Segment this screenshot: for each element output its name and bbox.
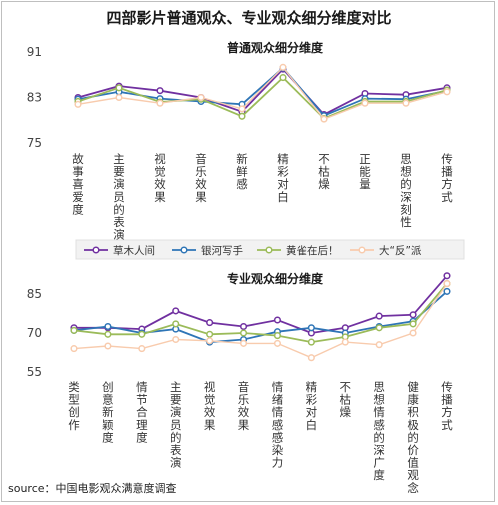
data-point [156, 99, 164, 107]
chart-title: 普通观众细分维度 [227, 40, 324, 55]
legend-swatch-marker [180, 246, 188, 254]
series-line [73, 283, 448, 359]
x-category-label: 思想的深刻性 [400, 152, 412, 229]
data-point [172, 307, 180, 315]
series-line [73, 290, 448, 344]
x-category-label: 主要演员的表演 [170, 380, 182, 470]
x-category-label: 传播方式 [441, 152, 453, 204]
page-title: 四部影片普通观众、专业观众细分维度对比 [106, 9, 392, 27]
chart-general-audience: 普通观众细分维度 75 83 91 故事喜爱度 主要演员的表演 视觉效果 音乐效果 新鲜感 精彩对… [27, 40, 454, 242]
data-point [273, 339, 282, 347]
data-point [443, 287, 451, 295]
series-line [73, 283, 448, 344]
data-point [273, 332, 282, 340]
x-category-label: 视觉效果 [154, 152, 166, 204]
data-point [375, 341, 383, 349]
data-point [273, 316, 282, 324]
data-point [70, 345, 78, 353]
data-point [279, 63, 287, 71]
legend-swatch-marker [358, 246, 366, 254]
data-point [206, 319, 214, 327]
data-point [172, 335, 180, 344]
data-point [115, 84, 123, 92]
legend: 草木人间 银河写手 黄雀在后！ 大“反”派 [75, 239, 465, 260]
data-point [70, 326, 78, 334]
y-tick-label: 85 [27, 287, 42, 301]
data-point [104, 342, 112, 350]
source-note: source：中国电影观众满意度调查 [8, 482, 177, 495]
series-line [77, 67, 448, 116]
x-category-label: 健康积极的价值观念 [407, 380, 419, 495]
data-point [307, 324, 315, 332]
data-point [138, 345, 146, 353]
x-category-label: 不枯燥 [340, 380, 352, 419]
x-category-label: 思想情感的深广度 [373, 380, 385, 482]
data-point [307, 338, 315, 346]
x-category-label: 创意新颖度 [102, 380, 114, 444]
x-category-label: 情节合理度 [136, 380, 148, 444]
data-point [115, 93, 123, 102]
data-point [443, 280, 451, 288]
series-line [74, 275, 448, 334]
data-point [341, 338, 349, 346]
x-category-label: 精彩对白 [277, 152, 289, 204]
x-category-label: 音乐效果 [195, 152, 207, 204]
x-category-label: 新鲜感 [236, 152, 248, 191]
data-point [239, 329, 248, 337]
data-point [361, 99, 369, 107]
x-category-label: 正能量 [359, 152, 371, 191]
data-point [409, 329, 417, 337]
data-point [238, 112, 246, 120]
data-point [320, 115, 328, 123]
y-tick-label: 70 [27, 326, 42, 340]
legend-swatch-marker [92, 246, 100, 254]
data-point [409, 311, 417, 319]
data-point [375, 312, 383, 320]
x-category-label: 精彩对白 [306, 380, 318, 432]
data-point [375, 324, 383, 332]
data-point [409, 320, 417, 328]
data-point [138, 330, 146, 338]
data-point [307, 354, 315, 362]
x-category-label: 音乐效果 [238, 380, 250, 432]
x-category-label: 类型创作 [68, 380, 80, 432]
series-line [77, 76, 448, 120]
x-category-label: 视觉效果 [204, 380, 216, 432]
data-point [172, 320, 180, 328]
x-category-label: 故事喜爱度 [72, 152, 84, 216]
series-line [77, 66, 448, 117]
data-point [443, 88, 451, 96]
legend-label: 银河写手 [201, 244, 243, 257]
data-point [104, 322, 112, 331]
x-category-label: 情绪情感感染力 [272, 380, 284, 470]
y-tick-label: 91 [27, 45, 42, 59]
data-point [239, 339, 248, 347]
series-line [77, 66, 448, 120]
data-point [197, 93, 205, 102]
data-point [104, 330, 112, 338]
data-point [206, 337, 214, 345]
y-tick-label: 55 [27, 365, 42, 379]
data-point [74, 100, 82, 108]
legend-label: 草木人间 [113, 244, 155, 257]
x-category-label: 主要演员的表演 [113, 152, 125, 242]
data-point [239, 322, 248, 331]
data-point [279, 74, 287, 82]
legend-label: 大“反”派 [379, 244, 422, 257]
data-point [402, 99, 410, 107]
data-point [206, 330, 214, 338]
x-category-label: 不枯燥 [318, 152, 330, 191]
chart-professional-audience: 专业观众细分维度 55 70 85 类型创作 创意新颖度 情节合理度 主要演员的表演 视觉效果 音… [27, 271, 454, 495]
legend-swatch-marker [265, 246, 273, 254]
y-tick-label: 83 [27, 91, 42, 105]
chart-title: 专业观众细分维度 [227, 271, 324, 286]
data-point [238, 105, 246, 113]
x-category-label: 传播方式 [441, 380, 453, 432]
y-tick-label: 75 [27, 136, 42, 150]
data-point [156, 87, 164, 95]
data-point [443, 272, 451, 280]
legend-label: 黄雀在后！ [286, 244, 339, 257]
